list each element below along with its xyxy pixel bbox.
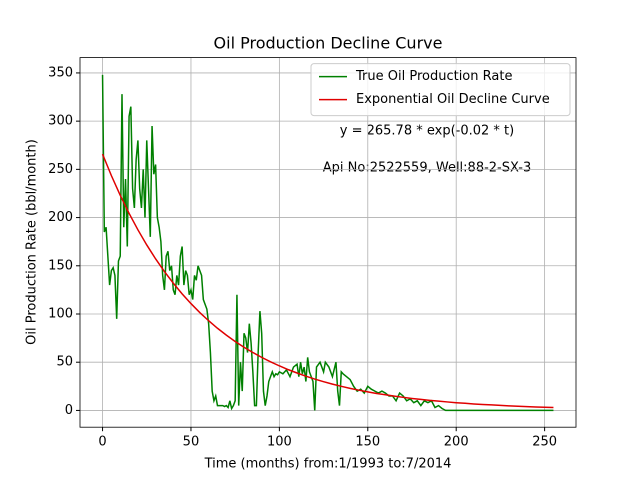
y-axis-label: Oil Production Rate (bbl/month)	[25, 139, 40, 345]
annotation: y = 265.78 * exp(-0.02 * t)	[340, 124, 514, 139]
y-tick-label: 300	[48, 114, 73, 129]
x-tick-label: 50	[183, 435, 200, 450]
x-tick-label: 250	[532, 435, 557, 450]
legend-label: True Oil Production Rate	[355, 69, 512, 84]
data-line	[101, 153, 554, 409]
y-tick-label: 150	[48, 258, 73, 273]
chart-title: Oil Production Decline Curve	[214, 34, 443, 53]
x-tick-label: 200	[444, 435, 469, 450]
y-tick-label: 350	[48, 65, 73, 80]
y-tick-label: 50	[56, 355, 73, 370]
x-tick-label: 100	[267, 435, 292, 450]
x-tick-label: 150	[355, 435, 380, 450]
y-tick-label: 200	[48, 210, 73, 225]
legend-label: Exponential Oil Decline Curve	[356, 92, 550, 107]
y-tick-label: 100	[48, 306, 73, 321]
y-tick-label: 250	[48, 162, 73, 177]
y-tick-label: 0	[65, 403, 73, 418]
plot-frame	[79, 57, 577, 428]
x-axis-label: Time (months) from:1/1993 to:7/2014	[204, 457, 452, 472]
legend-box	[310, 63, 571, 117]
annotation: Api No:2522559, Well:88-2-SX-3	[323, 161, 531, 176]
x-tick-label: 0	[98, 435, 106, 450]
data-line	[101, 74, 554, 412]
